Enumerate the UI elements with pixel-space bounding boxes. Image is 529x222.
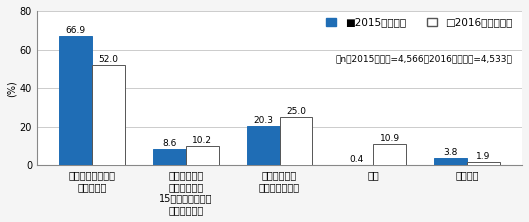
Text: 25.0: 25.0: [286, 107, 306, 116]
Y-axis label: (%): (%): [7, 80, 17, 97]
Text: 1.9: 1.9: [477, 152, 491, 161]
Bar: [373, 144, 406, 165]
Text: 20.3: 20.3: [253, 116, 273, 125]
Bar: [434, 158, 467, 165]
Bar: [92, 65, 125, 165]
Legend: ■2015年冬実績, □2016年夏見込み: ■2015年冬実績, □2016年夏見込み: [322, 13, 517, 31]
Bar: [186, 146, 218, 165]
Text: 8.6: 8.6: [162, 139, 177, 148]
Text: 0.4: 0.4: [350, 155, 364, 164]
Text: 10.9: 10.9: [380, 134, 400, 143]
Text: （n：2015年実績=4,566、2016年見込み=4,533）: （n：2015年実績=4,566、2016年見込み=4,533）: [335, 54, 513, 63]
Text: 66.9: 66.9: [66, 26, 86, 35]
Bar: [153, 149, 186, 165]
Text: 52.0: 52.0: [98, 55, 118, 64]
Bar: [279, 117, 312, 165]
Bar: [247, 126, 279, 165]
Text: 10.2: 10.2: [192, 136, 212, 145]
Bar: [467, 162, 500, 165]
Text: 3.8: 3.8: [443, 148, 458, 157]
Bar: [59, 36, 92, 165]
